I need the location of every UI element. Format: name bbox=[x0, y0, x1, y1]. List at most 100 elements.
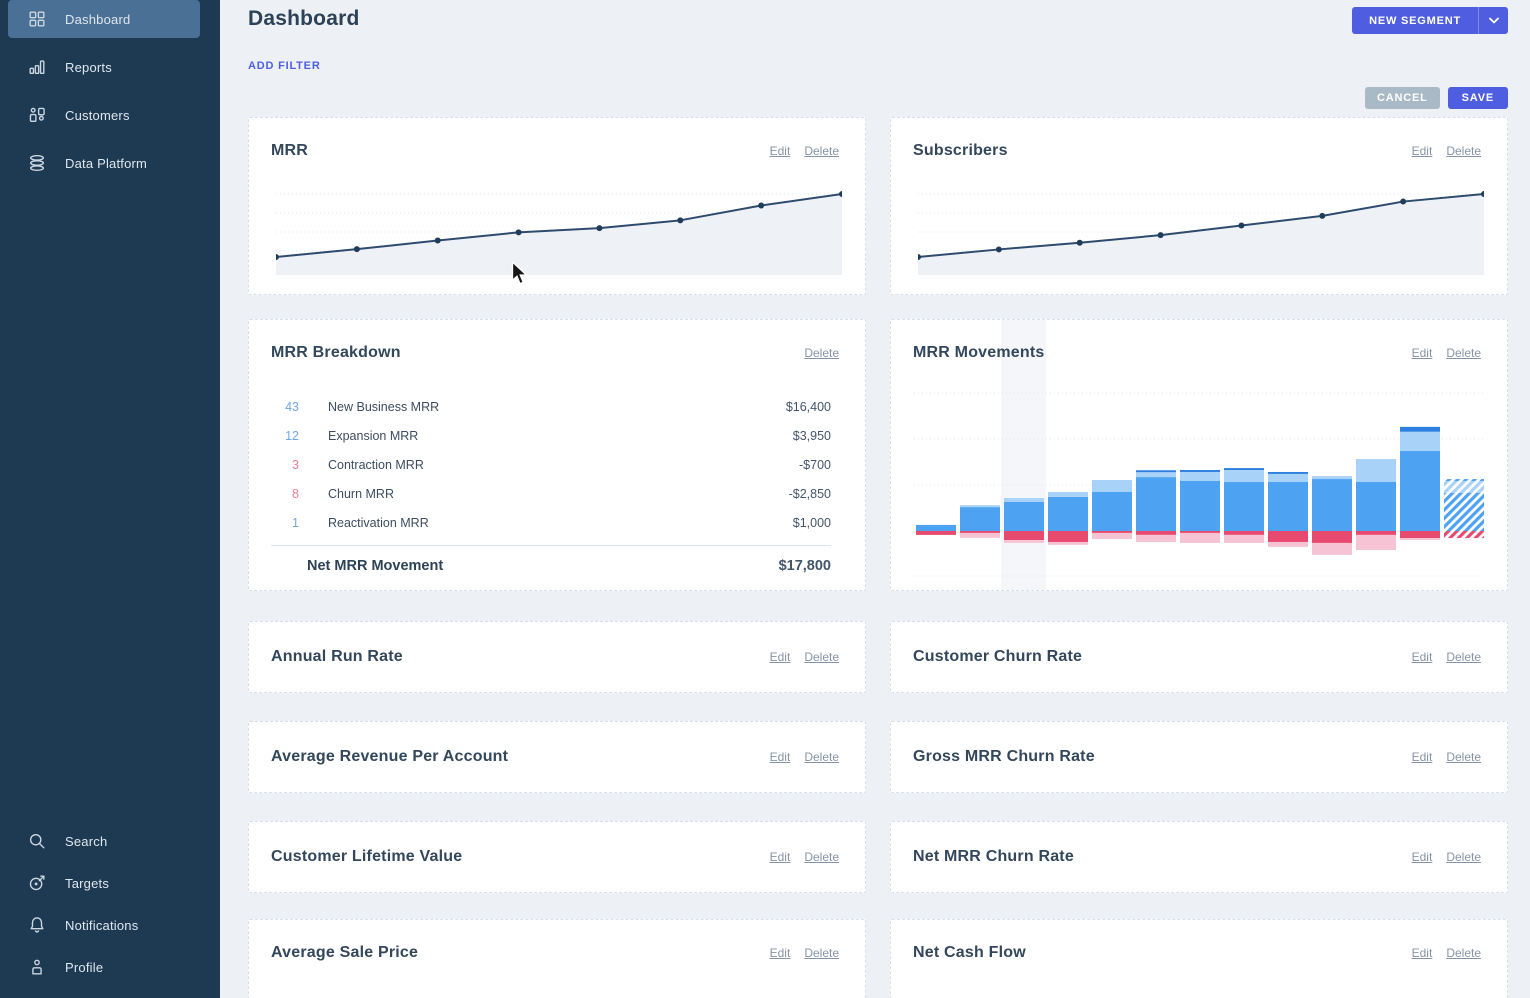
average-sale-price-card: Average Sale Price Edit Delete bbox=[248, 919, 866, 998]
hover-highlight-band bbox=[1001, 320, 1046, 590]
delete-link[interactable]: Delete bbox=[804, 850, 839, 864]
movement-count: 3 bbox=[292, 457, 299, 472]
card-title: MRR Movements bbox=[913, 344, 1045, 361]
new-segment-button[interactable]: NEW SEGMENT bbox=[1352, 7, 1508, 34]
table-row: 12 Expansion MRR $3,950 bbox=[249, 421, 831, 450]
sidebar-item-customers[interactable]: Customers bbox=[8, 96, 200, 134]
sidebar-item-label: Targets bbox=[65, 875, 110, 891]
delete-link[interactable]: Delete bbox=[804, 144, 839, 158]
main-content: Dashboard NEW SEGMENT ADD FILTER CANCEL … bbox=[220, 0, 1530, 998]
annual-run-rate-card: Annual Run Rate Edit Delete bbox=[248, 621, 866, 693]
sidebar-item-label: Dashboard bbox=[65, 11, 131, 27]
movement-amount: -$2,850 bbox=[788, 486, 831, 501]
add-filter-link[interactable]: ADD FILTER bbox=[248, 60, 321, 72]
mrr-breakdown-card: MRR Breakdown Delete 43 New Business MRR… bbox=[248, 319, 866, 591]
card-title: Gross MRR Churn Rate bbox=[913, 748, 1095, 765]
sidebar-item-label: Notifications bbox=[65, 917, 139, 933]
movement-amount: $1,000 bbox=[792, 515, 831, 530]
card-title: Subscribers bbox=[913, 142, 1008, 159]
delete-link[interactable]: Delete bbox=[1446, 144, 1481, 158]
movement-amount: -$700 bbox=[799, 457, 831, 472]
bar-chart-icon bbox=[26, 56, 48, 78]
delete-link[interactable]: Delete bbox=[804, 946, 839, 960]
edit-link[interactable]: Edit bbox=[1411, 144, 1433, 158]
sidebar-utility-nav: Search Targets Notifications Profile bbox=[0, 822, 220, 990]
delete-link[interactable]: Delete bbox=[1446, 850, 1481, 864]
table-row: 43 New Business MRR $16,400 bbox=[249, 392, 831, 421]
search-icon bbox=[26, 830, 48, 852]
subscribers-card: Subscribers Edit Delete bbox=[890, 117, 1508, 295]
profile-icon bbox=[26, 956, 48, 978]
edit-link[interactable]: Edit bbox=[1411, 650, 1433, 664]
movement-amount: $3,950 bbox=[792, 428, 831, 443]
customers-icon bbox=[26, 104, 48, 126]
delete-link[interactable]: Delete bbox=[1446, 750, 1481, 764]
delete-link[interactable]: Delete bbox=[1446, 650, 1481, 664]
sidebar-item-search[interactable]: Search bbox=[8, 822, 200, 860]
edit-link[interactable]: Edit bbox=[1411, 750, 1433, 764]
net-mrr-movement-label: Net MRR Movement bbox=[307, 557, 444, 574]
card-title: Customer Lifetime Value bbox=[271, 848, 463, 865]
movement-label: New Business MRR bbox=[328, 399, 440, 414]
sidebar-item-data-platform[interactable]: Data Platform bbox=[8, 144, 200, 182]
card-title: MRR Breakdown bbox=[271, 344, 401, 361]
grid-icon bbox=[26, 8, 48, 30]
edit-link[interactable]: Edit bbox=[1411, 346, 1433, 360]
edit-link[interactable]: Edit bbox=[769, 144, 791, 158]
mrr-line-chart[interactable] bbox=[276, 186, 842, 278]
edit-link[interactable]: Edit bbox=[769, 946, 791, 960]
edit-link[interactable]: Edit bbox=[1411, 850, 1433, 864]
table-row: 3 Contraction MRR -$700 bbox=[249, 450, 831, 479]
button-divider bbox=[1478, 7, 1479, 34]
cancel-button[interactable]: CANCEL bbox=[1365, 87, 1440, 109]
delete-link[interactable]: Delete bbox=[1446, 946, 1481, 960]
sidebar-item-reports[interactable]: Reports bbox=[8, 48, 200, 86]
card-title: Customer Churn Rate bbox=[913, 648, 1083, 665]
card-title: MRR bbox=[271, 142, 309, 159]
customer-lifetime-value-card: Customer Lifetime Value Edit Delete bbox=[248, 821, 866, 893]
net-mrr-movement-row: Net MRR Movement $17,800 bbox=[271, 545, 831, 585]
delete-link[interactable]: Delete bbox=[804, 346, 839, 360]
delete-link[interactable]: Delete bbox=[1446, 346, 1481, 360]
sidebar-item-label: Profile bbox=[65, 959, 104, 975]
subscribers-line-chart[interactable] bbox=[918, 186, 1484, 278]
net-mrr-movement-amount: $17,800 bbox=[778, 557, 831, 574]
edit-link[interactable]: Edit bbox=[769, 650, 791, 664]
target-icon bbox=[26, 872, 48, 894]
edit-link[interactable]: Edit bbox=[1411, 946, 1433, 960]
sidebar-main-nav: Dashboard Reports Customers Data Platfor… bbox=[0, 0, 220, 192]
database-icon bbox=[26, 152, 48, 174]
mrr-card: MRR Edit Delete bbox=[248, 117, 866, 295]
movement-label: Expansion MRR bbox=[328, 428, 419, 443]
table-row: 8 Churn MRR -$2,850 bbox=[249, 479, 831, 508]
sidebar-item-targets[interactable]: Targets bbox=[8, 864, 200, 902]
card-title: Annual Run Rate bbox=[271, 648, 403, 665]
delete-link[interactable]: Delete bbox=[804, 650, 839, 664]
save-button[interactable]: SAVE bbox=[1447, 87, 1508, 109]
movement-count: 43 bbox=[285, 399, 299, 414]
card-title: Net MRR Churn Rate bbox=[913, 848, 1074, 865]
average-revenue-per-account-card: Average Revenue Per Account Edit Delete bbox=[248, 721, 866, 793]
sidebar-item-notifications[interactable]: Notifications bbox=[8, 906, 200, 944]
mrr-movements-bar-chart[interactable] bbox=[914, 376, 1485, 588]
movement-amount: $16,400 bbox=[785, 399, 831, 414]
sidebar-item-dashboard[interactable]: Dashboard bbox=[8, 0, 200, 38]
table-row: 1 Reactivation MRR $1,000 bbox=[249, 508, 831, 537]
card-title: Net Cash Flow bbox=[913, 944, 1026, 961]
movement-count: 1 bbox=[292, 515, 299, 530]
chevron-down-icon[interactable] bbox=[1479, 7, 1508, 34]
sidebar-item-label: Customers bbox=[65, 107, 130, 123]
sidebar-item-profile[interactable]: Profile bbox=[8, 948, 200, 986]
card-title: Average Sale Price bbox=[271, 944, 419, 961]
new-segment-label: NEW SEGMENT bbox=[1369, 14, 1461, 27]
edit-link[interactable]: Edit bbox=[769, 750, 791, 764]
sidebar-item-label: Search bbox=[65, 833, 108, 849]
delete-link[interactable]: Delete bbox=[804, 750, 839, 764]
edit-link[interactable]: Edit bbox=[769, 850, 791, 864]
mrr-breakdown-table: 43 New Business MRR $16,400 12 Expansion… bbox=[249, 392, 865, 537]
net-mrr-churn-rate-card: Net MRR Churn Rate Edit Delete bbox=[890, 821, 1508, 893]
movement-label: Contraction MRR bbox=[328, 457, 424, 472]
sidebar: Dashboard Reports Customers Data Platfor… bbox=[0, 0, 220, 998]
net-cash-flow-card: Net Cash Flow Edit Delete bbox=[890, 919, 1508, 998]
movement-count: 12 bbox=[285, 428, 299, 443]
